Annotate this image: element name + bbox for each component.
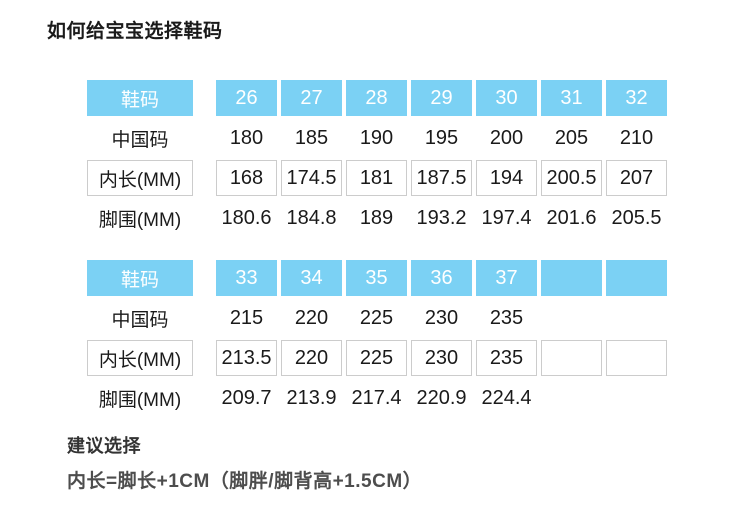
value-cell: 180.6 — [221, 206, 272, 229]
value-cell: 217.4 — [351, 386, 402, 409]
value-cell-empty — [606, 300, 667, 336]
value-cell: 213.5 — [216, 340, 277, 376]
row-value-cells: 209.7 213.9 217.4 220.9 224.4 — [216, 380, 667, 416]
value-cell: 168 — [216, 160, 277, 196]
size-data-row: 内长(MM) 168 174.5 181 187.5 194 200.5 207 — [87, 160, 667, 196]
size-header-cell: 37 — [476, 260, 537, 296]
size-table-header-row: 鞋码 33 34 35 36 37 — [87, 260, 667, 296]
value-cell: 220 — [281, 340, 342, 376]
size-data-row: 内长(MM) 213.5 220 225 230 235 — [87, 340, 667, 376]
value-cell-empty — [541, 380, 602, 416]
row-value-cells: 213.5 220 225 230 235 — [216, 340, 667, 376]
suggestion-heading: 建议选择 — [67, 436, 141, 456]
value-cell-empty — [541, 340, 602, 376]
value-cell: 220 — [294, 306, 329, 329]
size-data-row: 脚围(MM) 209.7 213.9 217.4 220.9 224.4 — [87, 380, 667, 416]
size-header-cell-empty — [606, 260, 667, 296]
size-table-header-row: 鞋码 26 27 28 29 30 31 32 — [87, 80, 667, 116]
row-label: 内长(MM) — [87, 340, 193, 376]
value-cell: 189 — [359, 206, 394, 229]
value-cell: 225 — [346, 340, 407, 376]
value-cell: 190 — [359, 126, 394, 149]
value-cell: 195 — [424, 126, 459, 149]
header-size-cells: 33 34 35 36 37 — [216, 260, 667, 296]
value-cell: 210 — [619, 126, 654, 149]
row-label: 脚围(MM) — [98, 389, 182, 411]
value-cell: 224.4 — [481, 386, 532, 409]
value-cell: 197.4 — [481, 206, 532, 229]
value-cell-empty — [606, 380, 667, 416]
value-cell: 230 — [424, 306, 459, 329]
suggestion-note: 建议选择 内长=脚长+1CM（脚胖/脚背高+1.5CM） — [67, 432, 422, 493]
value-cell: 174.5 — [281, 160, 342, 196]
size-header-cell: 26 — [216, 80, 277, 116]
size-header-cell: 35 — [346, 260, 407, 296]
value-cell: 181 — [346, 160, 407, 196]
value-cell: 215 — [229, 306, 264, 329]
size-table-1: 鞋码 26 27 28 29 30 31 32 中国码 180 185 190 195 200 205 210… — [87, 80, 667, 236]
header-size-cells: 26 27 28 29 30 31 32 — [216, 80, 667, 116]
row-label: 中国码 — [111, 129, 169, 151]
size-tables: 鞋码 26 27 28 29 30 31 32 中国码 180 185 190 195 200 205 210… — [87, 80, 667, 440]
value-cell: 187.5 — [411, 160, 472, 196]
shoe-size-header-label: 鞋码 — [87, 80, 193, 116]
value-cell: 194 — [476, 160, 537, 196]
value-cell: 205 — [554, 126, 589, 149]
value-cell: 184.8 — [286, 206, 337, 229]
value-cell: 205.5 — [611, 206, 662, 229]
shoe-size-header-label: 鞋码 — [87, 260, 193, 296]
value-cell: 185 — [294, 126, 329, 149]
value-cell: 235 — [476, 340, 537, 376]
row-value-cells: 168 174.5 181 187.5 194 200.5 207 — [216, 160, 667, 196]
size-data-row: 中国码 180 185 190 195 200 205 210 — [87, 120, 667, 156]
value-cell: 209.7 — [221, 386, 272, 409]
row-label: 中国码 — [111, 309, 169, 331]
size-header-cell: 33 — [216, 260, 277, 296]
size-header-cell: 34 — [281, 260, 342, 296]
row-value-cells: 180 185 190 195 200 205 210 — [216, 120, 667, 156]
size-header-cell: 30 — [476, 80, 537, 116]
value-cell: 200.5 — [541, 160, 602, 196]
value-cell: 235 — [489, 306, 524, 329]
value-cell: 207 — [606, 160, 667, 196]
size-header-cell: 32 — [606, 80, 667, 116]
size-data-row: 中国码 215 220 225 230 235 — [87, 300, 667, 336]
row-value-cells: 180.6 184.8 189 193.2 197.4 201.6 205.5 — [216, 200, 667, 236]
value-cell: 213.9 — [286, 386, 337, 409]
size-header-cell: 28 — [346, 80, 407, 116]
value-cell-empty — [541, 300, 602, 336]
value-cell: 220.9 — [416, 386, 467, 409]
row-label: 脚围(MM) — [98, 209, 182, 231]
value-cell: 230 — [411, 340, 472, 376]
size-header-cell: 36 — [411, 260, 472, 296]
suggestion-body: 内长=脚长+1CM（脚胖/脚背高+1.5CM） — [67, 471, 423, 492]
value-cell: 201.6 — [546, 206, 597, 229]
row-value-cells: 215 220 225 230 235 — [216, 300, 667, 336]
value-cell: 193.2 — [416, 206, 467, 229]
size-data-row: 脚围(MM) 180.6 184.8 189 193.2 197.4 201.6 205.5 — [87, 200, 667, 236]
size-header-cell-empty — [541, 260, 602, 296]
value-cell: 225 — [359, 306, 394, 329]
page-title: 如何给宝宝选择鞋码 — [47, 21, 223, 42]
row-label: 内长(MM) — [87, 160, 193, 196]
value-cell-empty — [606, 340, 667, 376]
size-header-cell: 29 — [411, 80, 472, 116]
size-header-cell: 31 — [541, 80, 602, 116]
value-cell: 200 — [489, 126, 524, 149]
value-cell: 180 — [229, 126, 264, 149]
size-table-2: 鞋码 33 34 35 36 37 中国码 215 220 225 230 235 内长(MM) 213.… — [87, 260, 667, 416]
size-header-cell: 27 — [281, 80, 342, 116]
